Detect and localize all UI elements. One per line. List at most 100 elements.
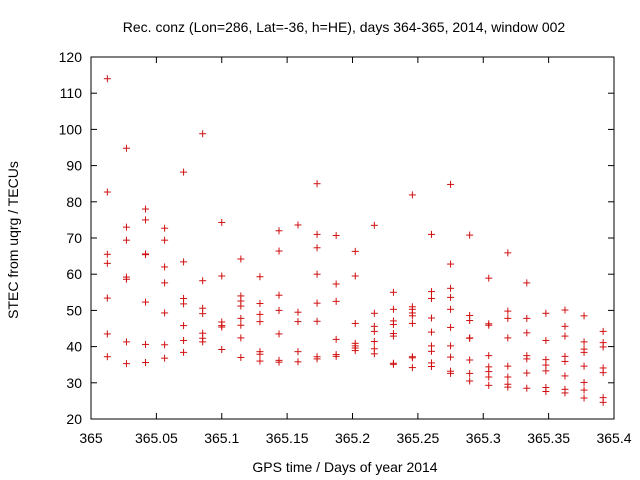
data-point bbox=[523, 369, 531, 377]
data-point bbox=[485, 381, 493, 389]
data-point bbox=[447, 342, 455, 350]
data-point bbox=[389, 305, 397, 313]
y-tick-label: 20 bbox=[66, 411, 82, 427]
data-point bbox=[447, 284, 455, 292]
data-point bbox=[332, 335, 340, 343]
data-point bbox=[218, 272, 226, 280]
data-point bbox=[427, 288, 435, 296]
data-point bbox=[180, 168, 188, 176]
data-point bbox=[408, 354, 416, 362]
data-point bbox=[313, 270, 321, 278]
y-tick-label: 40 bbox=[66, 339, 82, 355]
x-tick-label: 365.25 bbox=[396, 430, 439, 446]
data-point bbox=[427, 347, 435, 355]
data-point bbox=[103, 250, 111, 258]
data-point bbox=[275, 227, 283, 235]
data-point bbox=[447, 260, 455, 268]
data-point bbox=[427, 314, 435, 322]
data-point bbox=[447, 180, 455, 188]
data-point bbox=[275, 291, 283, 299]
data-point bbox=[561, 357, 569, 365]
data-point bbox=[370, 327, 378, 335]
data-point bbox=[370, 350, 378, 358]
data-point bbox=[427, 363, 435, 371]
data-point bbox=[408, 319, 416, 327]
data-point bbox=[256, 273, 264, 281]
data-point bbox=[103, 75, 111, 83]
data-point bbox=[313, 244, 321, 252]
data-point bbox=[466, 356, 474, 364]
data-point bbox=[370, 309, 378, 317]
data-point bbox=[599, 369, 607, 377]
data-point bbox=[332, 297, 340, 305]
data-point bbox=[523, 329, 531, 337]
data-point bbox=[122, 275, 130, 283]
data-point bbox=[237, 334, 245, 342]
data-point bbox=[523, 279, 531, 287]
y-tick-label: 80 bbox=[66, 194, 82, 210]
data-point bbox=[466, 377, 474, 385]
data-point bbox=[389, 360, 397, 368]
data-point bbox=[523, 314, 531, 322]
data-point bbox=[256, 318, 264, 326]
data-point bbox=[294, 308, 302, 316]
y-tick-label: 60 bbox=[66, 266, 82, 282]
data-point bbox=[427, 230, 435, 238]
data-point bbox=[161, 309, 169, 317]
data-point bbox=[122, 338, 130, 346]
data-point bbox=[142, 359, 150, 367]
data-point bbox=[504, 373, 512, 381]
data-point bbox=[332, 280, 340, 288]
data-point bbox=[275, 358, 283, 366]
data-point bbox=[161, 263, 169, 271]
data-point bbox=[180, 336, 188, 344]
data-point bbox=[142, 298, 150, 306]
data-point bbox=[542, 336, 550, 344]
data-point bbox=[313, 180, 321, 188]
y-tick-label: 110 bbox=[60, 85, 83, 101]
data-point bbox=[408, 364, 416, 372]
data-point bbox=[580, 338, 588, 346]
y-axis-title: STEC from uqrg / TECUs bbox=[5, 161, 21, 319]
data-point bbox=[122, 144, 130, 152]
data-point bbox=[294, 221, 302, 229]
x-tick-label: 365.4 bbox=[596, 430, 631, 446]
data-point bbox=[351, 247, 359, 255]
data-point bbox=[142, 251, 150, 259]
data-point bbox=[161, 354, 169, 362]
data-point bbox=[256, 310, 264, 318]
data-point bbox=[485, 321, 493, 329]
data-point bbox=[218, 345, 226, 353]
data-point bbox=[561, 389, 569, 397]
data-point bbox=[313, 355, 321, 363]
data-point bbox=[561, 372, 569, 380]
x-tick-label: 365.15 bbox=[266, 430, 309, 446]
y-tick-label: 90 bbox=[66, 158, 82, 174]
data-point bbox=[580, 386, 588, 394]
data-point bbox=[485, 274, 493, 282]
data-point bbox=[408, 191, 416, 199]
data-point bbox=[294, 318, 302, 326]
x-tick-label: 365.35 bbox=[527, 430, 570, 446]
data-point bbox=[122, 223, 130, 231]
data-point bbox=[599, 343, 607, 351]
data-point bbox=[256, 350, 264, 358]
data-point bbox=[103, 353, 111, 361]
data-point bbox=[447, 323, 455, 331]
data-point bbox=[142, 216, 150, 224]
data-point bbox=[447, 293, 455, 301]
x-tick-label: 365 bbox=[79, 430, 103, 446]
x-tick-label: 365.1 bbox=[204, 430, 239, 446]
data-point bbox=[542, 387, 550, 395]
data-point bbox=[389, 332, 397, 340]
data-point bbox=[504, 383, 512, 391]
y-tick-label: 30 bbox=[66, 375, 82, 391]
data-point bbox=[504, 334, 512, 342]
data-point bbox=[218, 323, 226, 331]
data-point bbox=[542, 309, 550, 317]
data-point bbox=[447, 353, 455, 361]
data-point bbox=[180, 322, 188, 330]
data-point bbox=[542, 367, 550, 375]
data-point bbox=[142, 205, 150, 213]
